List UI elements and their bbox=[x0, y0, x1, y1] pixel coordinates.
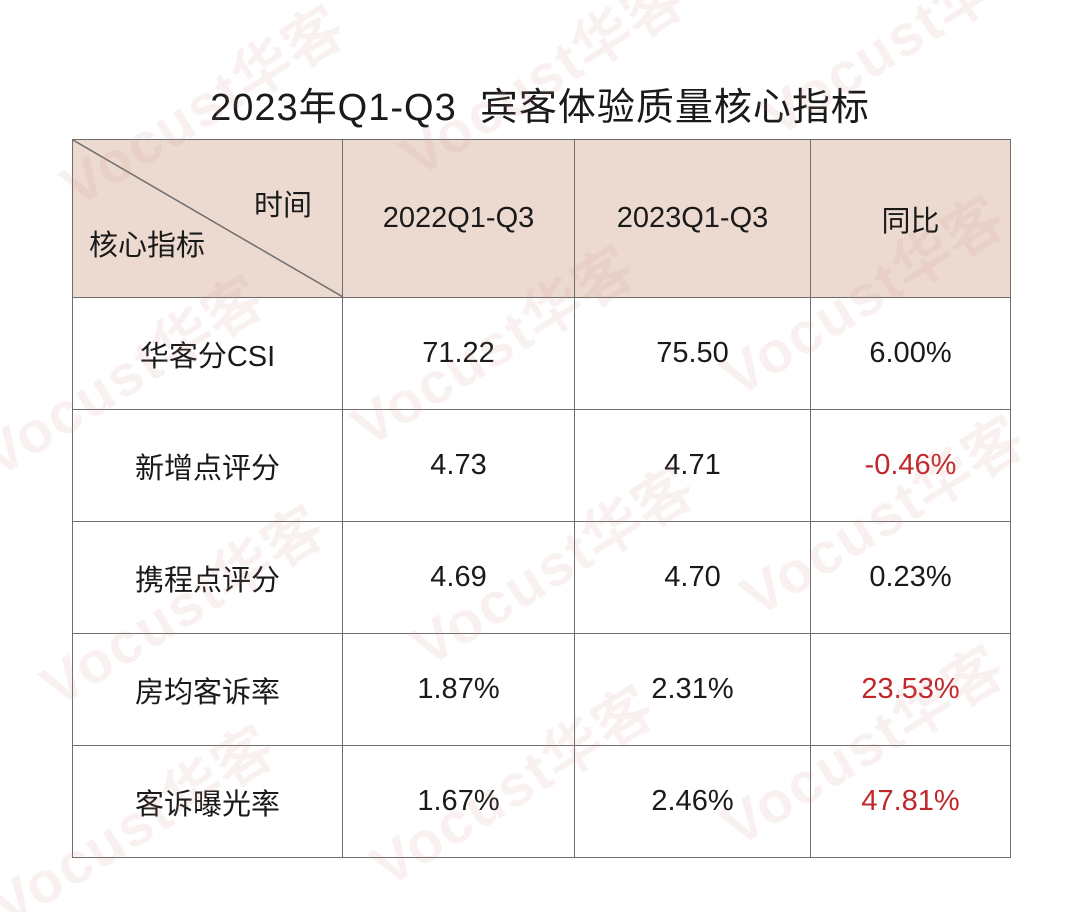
table-row: 携程点评分 4.69 4.70 0.23% bbox=[72, 521, 1011, 634]
column-header-2022: 2022Q1-Q3 bbox=[342, 139, 575, 298]
value-2023-cell: 75.50 bbox=[574, 297, 811, 410]
kpi-table: 时间 核心指标 2022Q1-Q3 2023Q1-Q3 同比 华客分CSI 71.… bbox=[72, 139, 1011, 858]
table-header-row: 时间 核心指标 2022Q1-Q3 2023Q1-Q3 同比 bbox=[72, 139, 1011, 298]
value-2022-cell: 4.69 bbox=[342, 521, 575, 634]
yoy-cell: 47.81% bbox=[810, 745, 1011, 858]
value-2023-cell: 2.46% bbox=[574, 745, 811, 858]
table-body: 华客分CSI 71.22 75.50 6.00% 新增点评分 4.73 4.71 -0.46%… bbox=[72, 297, 1011, 858]
column-header-2023: 2023Q1-Q3 bbox=[574, 139, 811, 298]
value-2023-cell: 4.70 bbox=[574, 521, 811, 634]
yoy-cell: 23.53% bbox=[810, 633, 1011, 746]
table-row: 新增点评分 4.73 4.71 -0.46% bbox=[72, 409, 1011, 522]
page-title: 2023年Q1-Q3 宾客体验质量核心指标 bbox=[210, 87, 870, 129]
metric-cell: 新增点评分 bbox=[72, 409, 343, 522]
value-2023-cell: 2.31% bbox=[574, 633, 811, 746]
metric-cell: 携程点评分 bbox=[72, 521, 343, 634]
table-row: 客诉曝光率 1.67% 2.46% 47.81% bbox=[72, 745, 1011, 858]
yoy-cell: 0.23% bbox=[810, 521, 1011, 634]
value-2022-cell: 4.73 bbox=[342, 409, 575, 522]
value-2022-cell: 1.87% bbox=[342, 633, 575, 746]
yoy-cell: -0.46% bbox=[810, 409, 1011, 522]
table-row: 华客分CSI 71.22 75.50 6.00% bbox=[72, 297, 1011, 410]
diagonal-divider bbox=[73, 140, 343, 297]
value-2022-cell: 71.22 bbox=[342, 297, 575, 410]
value-2023-cell: 4.71 bbox=[574, 409, 811, 522]
metric-axis-label: 核心指标 bbox=[89, 230, 206, 262]
value-2022-cell: 1.67% bbox=[342, 745, 575, 858]
metric-cell: 客诉曝光率 bbox=[72, 745, 343, 858]
metric-cell: 华客分CSI bbox=[72, 297, 343, 410]
column-header-yoy: 同比 bbox=[810, 139, 1011, 298]
metric-cell: 房均客诉率 bbox=[72, 633, 343, 746]
yoy-cell: 6.00% bbox=[810, 297, 1011, 410]
table-row: 房均客诉率 1.87% 2.31% 23.53% bbox=[72, 633, 1011, 746]
header-corner-cell: 时间 核心指标 bbox=[72, 139, 343, 298]
time-axis-label: 时间 bbox=[253, 190, 312, 222]
